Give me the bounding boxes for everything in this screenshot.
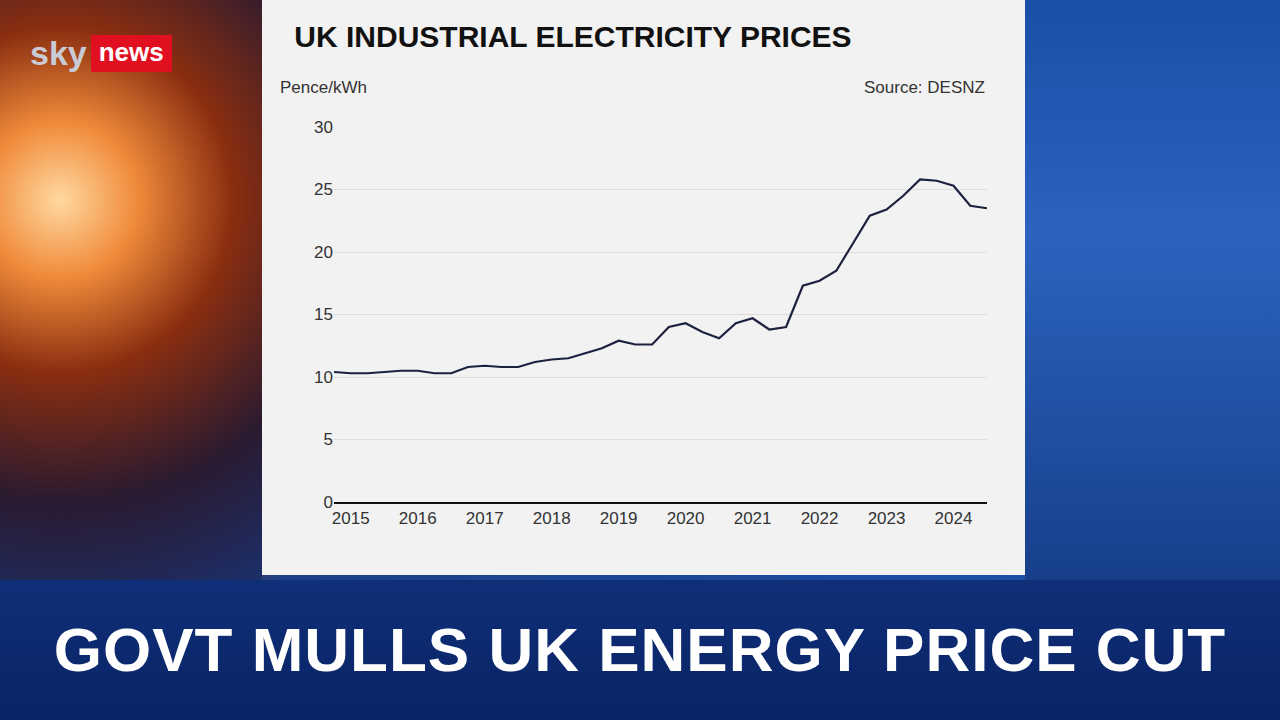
svg-text:15: 15 <box>314 305 333 324</box>
svg-text:5: 5 <box>324 430 333 449</box>
svg-text:2024: 2024 <box>935 509 973 528</box>
svg-text:2019: 2019 <box>600 509 638 528</box>
svg-text:25: 25 <box>314 180 333 199</box>
svg-text:2015: 2015 <box>332 509 370 528</box>
svg-text:Source: DESNZ: Source: DESNZ <box>864 78 985 97</box>
svg-text:2016: 2016 <box>399 509 437 528</box>
svg-text:2018: 2018 <box>533 509 571 528</box>
svg-text:UK INDUSTRIAL ELECTRICITY PRIC: UK INDUSTRIAL ELECTRICITY PRICES <box>294 20 851 53</box>
svg-text:30: 30 <box>314 118 333 137</box>
svg-text:10: 10 <box>314 368 333 387</box>
svg-text:Pence/kWh: Pence/kWh <box>280 78 367 97</box>
svg-text:2021: 2021 <box>734 509 772 528</box>
svg-text:2022: 2022 <box>801 509 839 528</box>
svg-text:0: 0 <box>324 493 333 512</box>
html-text:sky news: sky news <box>30 34 164 72</box>
svg-text:20: 20 <box>314 243 333 262</box>
html-text:GOVT MULLS UK ENERGY PRICE CUT: GOVT MULLS UK ENERGY PRICE CUT <box>53 615 1227 684</box>
svg-text:2017: 2017 <box>466 509 504 528</box>
svg-text:2020: 2020 <box>667 509 705 528</box>
svg-text:2023: 2023 <box>868 509 906 528</box>
